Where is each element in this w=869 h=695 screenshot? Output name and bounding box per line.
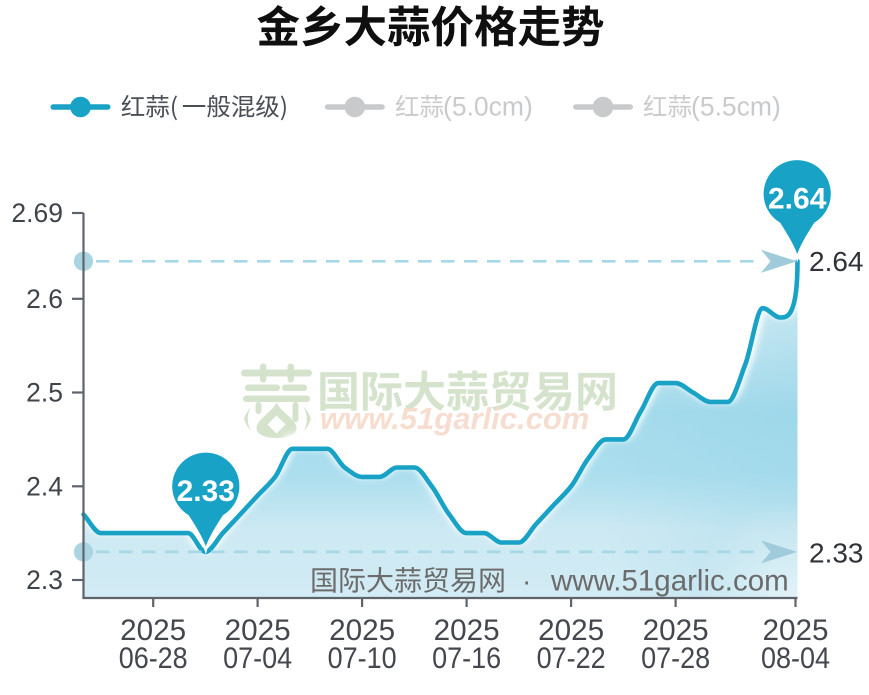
svg-text:2.3: 2.3 [26, 565, 63, 595]
svg-text:2.69: 2.69 [11, 198, 63, 228]
svg-text:2.33: 2.33 [177, 475, 235, 508]
svg-text:2025: 2025 [763, 614, 829, 647]
svg-text:07-10: 07-10 [328, 642, 397, 675]
svg-text:2025: 2025 [434, 614, 500, 647]
svg-text:·: · [522, 566, 531, 597]
svg-text:06-28: 06-28 [119, 642, 188, 675]
svg-text:www.51garlic.com: www.51garlic.com [550, 565, 789, 598]
svg-text:07-28: 07-28 [641, 642, 710, 675]
svg-text:2.6: 2.6 [26, 284, 63, 314]
svg-text:(5.0cm): (5.0cm) [443, 92, 533, 122]
svg-text:2025: 2025 [643, 614, 709, 647]
svg-text:2.5: 2.5 [26, 378, 63, 408]
svg-text:08-04: 08-04 [761, 642, 830, 675]
svg-text:2025: 2025 [538, 614, 604, 647]
svg-text:2.64: 2.64 [768, 183, 827, 216]
svg-text:07-22: 07-22 [537, 642, 606, 675]
svg-text:07-04: 07-04 [223, 642, 292, 675]
svg-text:2025: 2025 [120, 614, 186, 647]
svg-text:2.64: 2.64 [809, 246, 864, 277]
svg-text:2.33: 2.33 [809, 538, 864, 569]
svg-text:2.4: 2.4 [26, 471, 63, 501]
svg-text:www.51garlic.com: www.51garlic.com [320, 401, 589, 436]
svg-text:2025: 2025 [329, 614, 395, 647]
svg-text:2025: 2025 [225, 614, 291, 647]
svg-text:07-16: 07-16 [432, 642, 501, 675]
svg-text:(5.5cm): (5.5cm) [691, 92, 781, 122]
